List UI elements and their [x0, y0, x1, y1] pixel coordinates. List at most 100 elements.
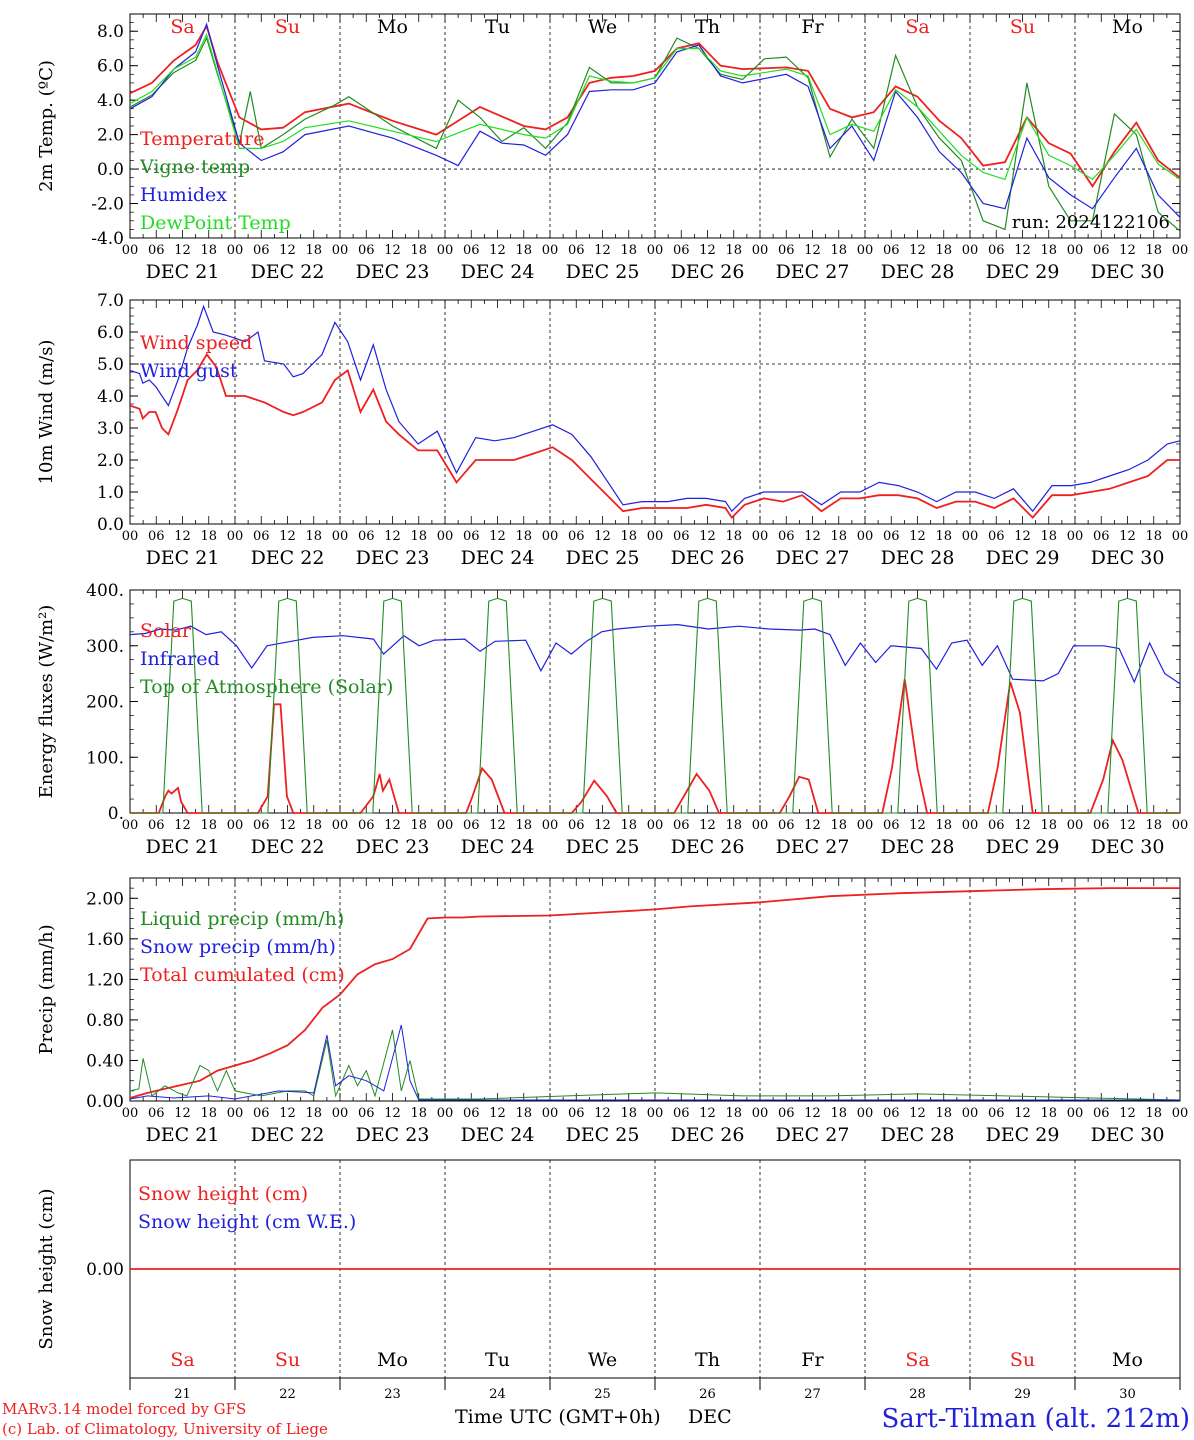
hour-label: 18 [935, 1106, 952, 1121]
hour-label: 00 [752, 1106, 769, 1121]
y-tick-label: -2.0 [91, 195, 124, 215]
hour-label: 12 [384, 1106, 401, 1121]
hour-label: 18 [305, 243, 322, 258]
hour-label: 12 [804, 818, 821, 833]
hour-label: 06 [1093, 818, 1110, 833]
date-label: DEC 29 [986, 547, 1060, 569]
date-label: DEC 21 [146, 261, 220, 283]
hour-label: 06 [463, 1106, 480, 1121]
hour-label: 06 [883, 1106, 900, 1121]
y-axis-label: 2m Temp. (ºC) [36, 60, 57, 192]
hour-label: 18 [1040, 243, 1057, 258]
hour-label: 06 [988, 529, 1005, 544]
day-name-label: Mo [377, 1349, 408, 1371]
date-label: DEC 30 [1091, 1124, 1165, 1146]
hour-label: 18 [935, 243, 952, 258]
hour-label: 12 [1119, 1106, 1136, 1121]
y-tick-label: 6.0 [97, 57, 124, 77]
hour-label: 12 [804, 243, 821, 258]
date-label: DEC 22 [251, 1124, 325, 1146]
day-name-label: Sa [170, 1349, 194, 1371]
panel-3: 0. 100. 200. 300. 400. Energy fluxes (W/m²) So… [36, 581, 1188, 858]
hour-label: 00 [437, 243, 454, 258]
hour-label: 18 [410, 818, 427, 833]
hour-label: 00 [857, 243, 874, 258]
date-label: DEC 23 [356, 836, 430, 858]
x-axis-title: Time UTC (GMT+0h) [455, 1406, 661, 1428]
hour-label: 00 [332, 243, 349, 258]
hour-label: 06 [568, 818, 585, 833]
hour-label: 06 [463, 529, 480, 544]
hour-label: 12 [279, 1106, 296, 1121]
date-label: DEC 26 [671, 261, 745, 283]
date-label: DEC 27 [776, 547, 850, 569]
hour-label: 18 [935, 818, 952, 833]
hour-label: 06 [778, 529, 795, 544]
hour-label: 18 [830, 1106, 847, 1121]
hour-label: 18 [410, 243, 427, 258]
hour-label: 12 [384, 529, 401, 544]
series-line-3 [129, 887, 1180, 1099]
day-number-label: 23 [384, 1387, 401, 1402]
hour-label: 00 [542, 818, 559, 833]
date-label: DEC 21 [146, 547, 220, 569]
hour-label: 18 [620, 529, 637, 544]
day-name-label: Su [1010, 16, 1035, 38]
run-annotation: run: 2024122106 [1012, 212, 1170, 233]
date-label: DEC 30 [1091, 836, 1165, 858]
hour-label: 18 [200, 1106, 217, 1121]
hour-label: 00 [962, 529, 979, 544]
hour-label: 12 [699, 1106, 716, 1121]
y-axis-label: Precip (mm/h) [36, 924, 57, 1054]
hour-label: 00 [227, 1106, 244, 1121]
hour-label: 00 [647, 243, 664, 258]
hour-label: 06 [358, 1106, 375, 1121]
day-name-label: We [588, 16, 617, 38]
hour-label: 12 [279, 818, 296, 833]
hour-label: 06 [148, 818, 165, 833]
plot-frame [129, 589, 1181, 814]
hour-label: 18 [830, 243, 847, 258]
date-label: DEC 26 [671, 1124, 745, 1146]
hour-label: 00 [647, 1106, 664, 1121]
day-name-label: Su [275, 16, 300, 38]
hour-label: 00 [542, 1106, 559, 1121]
hour-label: 12 [1119, 529, 1136, 544]
hour-label: 12 [489, 1106, 506, 1121]
hour-label: 12 [594, 818, 611, 833]
date-label: DEC 29 [986, 836, 1060, 858]
hour-label: 06 [1093, 1106, 1110, 1121]
liquid-precip-line [129, 1029, 1181, 1101]
y-tick-label: 0.0 [97, 160, 124, 180]
day-number-label: 27 [804, 1387, 821, 1402]
y-tick-label: 2.0 [97, 126, 124, 146]
y-tick-label: 1.20 [86, 970, 124, 990]
hour-label: 18 [200, 818, 217, 833]
hour-label: 18 [410, 529, 427, 544]
hour-label: 12 [594, 529, 611, 544]
hour-label: 12 [174, 818, 191, 833]
day-name-label: Mo [377, 16, 408, 38]
y-tick-label: 0.80 [86, 1011, 124, 1031]
date-label: DEC 23 [356, 1124, 430, 1146]
plot-frame [129, 299, 1181, 525]
date-label: DEC 23 [356, 261, 430, 283]
hour-label: 00 [857, 1106, 874, 1121]
hour-label: 18 [1145, 1106, 1162, 1121]
hour-label: 00 [332, 818, 349, 833]
hour-label: 12 [174, 529, 191, 544]
hour-label: 12 [909, 529, 926, 544]
legend-entry: Humidex [140, 184, 227, 206]
y-tick-label: 100. [86, 748, 124, 768]
hour-label: 00 [962, 1106, 979, 1121]
hour-label: 12 [909, 1106, 926, 1121]
day-name-label: Su [275, 1349, 300, 1371]
y-axis-label: Snow height (cm) [36, 1188, 57, 1349]
hour-label: 18 [305, 1106, 322, 1121]
hour-label: 06 [778, 243, 795, 258]
hour-label: 18 [1040, 529, 1057, 544]
hour-label: 00 [122, 243, 139, 258]
hour-label: 00 [857, 529, 874, 544]
snow-precip-line [129, 1024, 1180, 1101]
